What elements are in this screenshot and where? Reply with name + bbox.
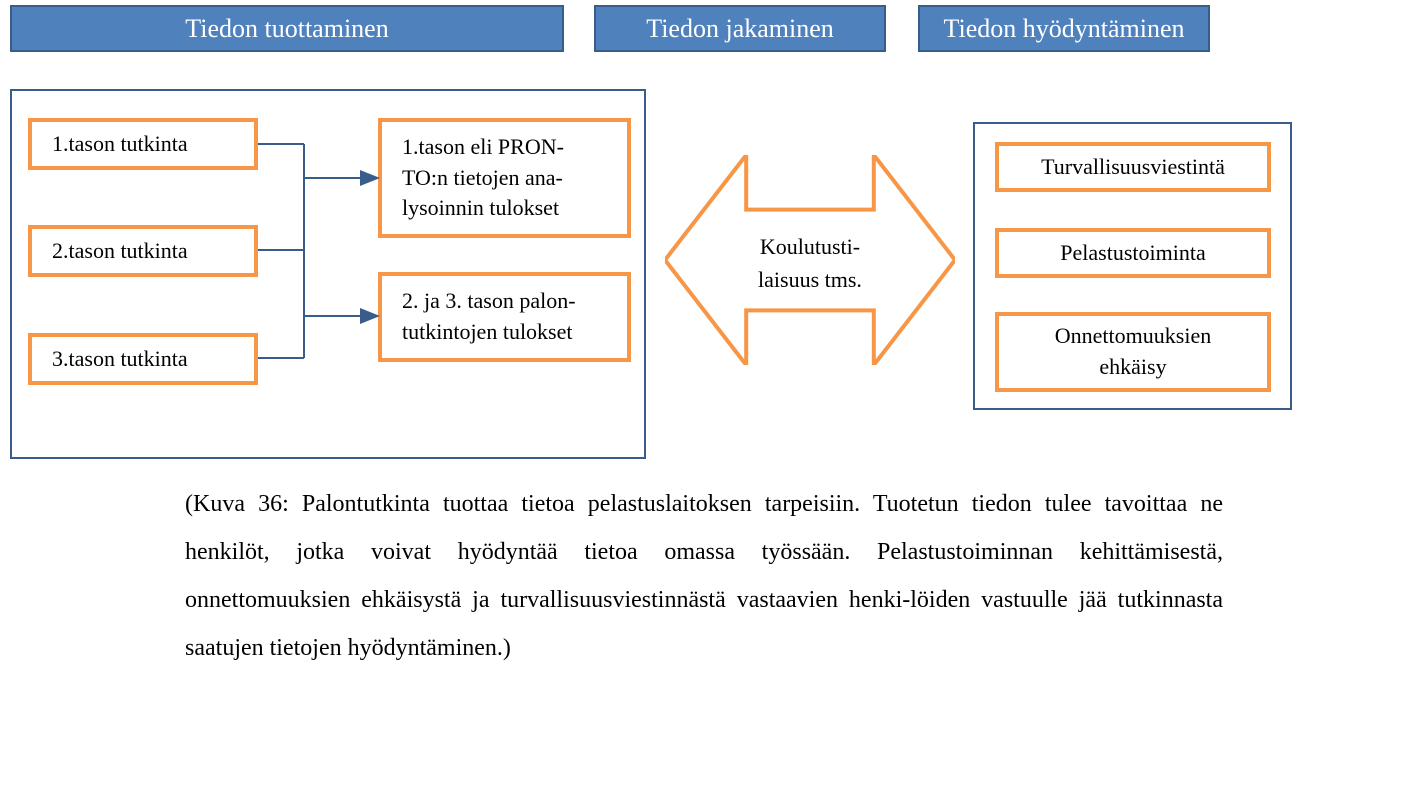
header-tiedon-hyodyntaminen: Tiedon hyödyntäminen — [918, 5, 1210, 52]
figure-caption: (Kuva 36: Palontutkinta tuottaa tietoa p… — [185, 480, 1223, 672]
double-arrow-text: Koulutusti- laisuus tms. — [746, 230, 874, 296]
box-onnettomuuksien-ehkaisy: Onnettomuuksien ehkäisy — [995, 312, 1271, 392]
box-pelastustoiminta: Pelastustoiminta — [995, 228, 1271, 278]
connector-lines — [0, 0, 700, 500]
box-turvallisuusviestinta: Turvallisuusviestintä — [995, 142, 1271, 192]
